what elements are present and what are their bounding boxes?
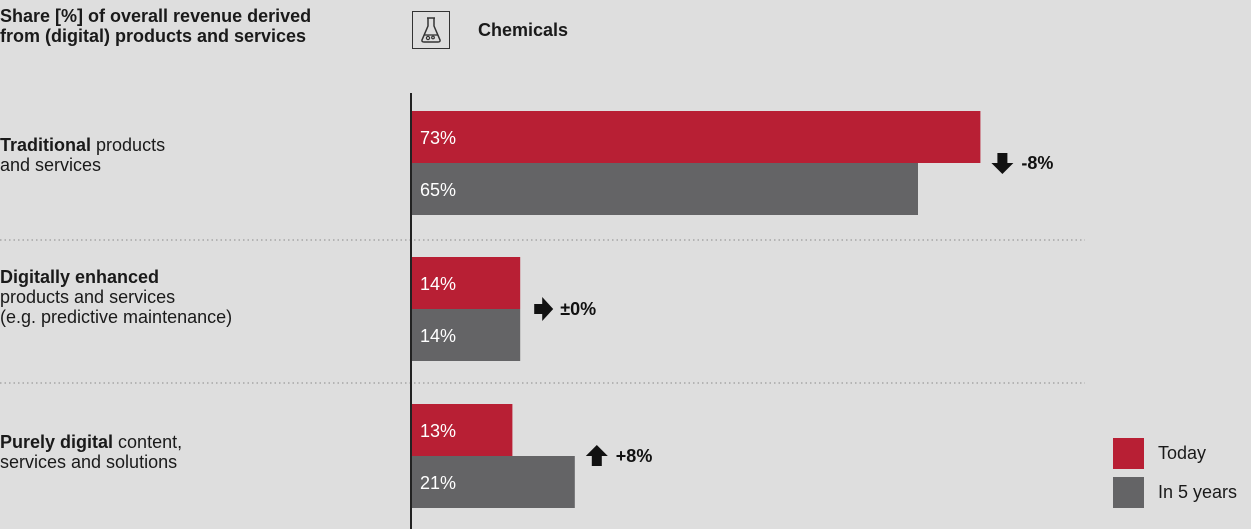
- arrow-up-icon: [585, 445, 608, 466]
- category-label-line2: services and solutions: [0, 452, 178, 472]
- bar-value-label: 14%: [420, 326, 456, 346]
- bar-value-label: 13%: [420, 421, 456, 441]
- legend-label-today: Today: [1158, 443, 1207, 463]
- bar-in-5-years: [411, 309, 521, 361]
- arrow-down-icon: [991, 153, 1014, 174]
- category-label-line2: products and services: [0, 287, 176, 307]
- change-label: +8%: [616, 446, 653, 466]
- change-label: -8%: [1021, 153, 1053, 173]
- bar-in-5-years: [411, 456, 575, 508]
- category-label-purely-digital: Purely digital content, services and sol…: [0, 432, 340, 472]
- sector-header: Chemicals: [412, 10, 568, 50]
- flask-icon: [412, 11, 450, 49]
- bar-value-label: 14%: [420, 274, 456, 294]
- bar-today: [411, 111, 981, 163]
- legend-item-today: Today: [1113, 438, 1206, 469]
- category-label-digitally-enhanced: Digitally enhanced products and services…: [0, 267, 340, 327]
- bar-today: [411, 257, 521, 309]
- legend-item-in-5-years: In 5 years: [1113, 477, 1237, 508]
- category-label-rest: products: [96, 135, 166, 155]
- change-label: ±0%: [560, 299, 596, 319]
- sector-label: Chemicals: [478, 19, 569, 40]
- category-label-bold: Purely digital: [0, 432, 114, 452]
- category-label-bold: Digitally enhanced: [0, 267, 160, 287]
- bar-value-label: 73%: [420, 128, 456, 148]
- bar-in-5-years: [411, 163, 918, 215]
- category-label-bold: Traditional: [0, 135, 92, 155]
- legend-label-in-5-years: In 5 years: [1158, 482, 1238, 502]
- legend-swatch-today: [1113, 438, 1144, 469]
- category-label-rest: content,: [118, 432, 183, 452]
- bar-today: [411, 404, 513, 456]
- bar-value-label: 65%: [420, 180, 456, 200]
- bar-value-label: 21%: [420, 473, 456, 493]
- category-label-traditional: Traditional products and services: [0, 135, 340, 175]
- category-label-line3: (e.g. predictive maintenance): [0, 307, 233, 327]
- category-label-line2: and services: [0, 155, 102, 175]
- arrow-right-icon: [534, 297, 554, 321]
- legend-swatch-in-5-years: [1113, 477, 1144, 508]
- chart-title: Share [%] of overall revenue derived fro…: [0, 6, 312, 46]
